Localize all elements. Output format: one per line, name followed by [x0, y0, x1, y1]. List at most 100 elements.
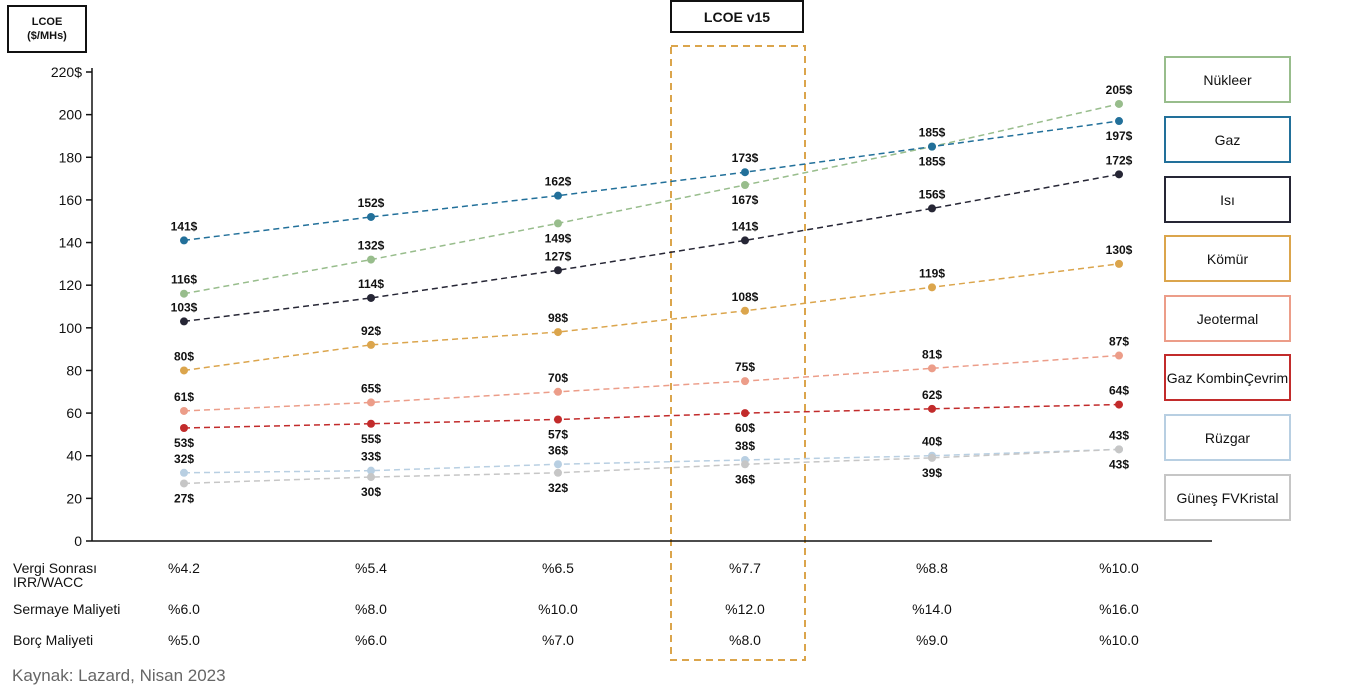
- data-label: 75$: [735, 360, 755, 374]
- row-value: %16.0: [1099, 601, 1139, 617]
- data-point: [928, 142, 936, 151]
- data-point: [180, 468, 188, 477]
- data-label: 108$: [732, 290, 759, 304]
- row-value: %5.4: [355, 560, 387, 576]
- y-axis-title: LCOE ($/MHs): [7, 5, 87, 53]
- data-point: [180, 406, 188, 415]
- data-label: 185$: [919, 126, 946, 140]
- data-point: [554, 460, 562, 469]
- data-label: 172$: [1106, 153, 1133, 167]
- data-point: [554, 468, 562, 477]
- row-value: %6.0: [168, 601, 200, 617]
- row-value: %12.0: [725, 601, 765, 617]
- series-line: [183, 263, 1120, 372]
- series-line: [183, 448, 1120, 474]
- data-point: [1115, 445, 1123, 454]
- legend-item: Jeotermal: [1164, 295, 1291, 342]
- data-label: 162$: [545, 175, 572, 189]
- data-label: 80$: [174, 349, 194, 363]
- data-label: 27$: [174, 491, 194, 505]
- row-value: %7.7: [729, 560, 761, 576]
- data-point: [928, 283, 936, 292]
- data-point: [741, 236, 749, 245]
- data-label: 167$: [732, 193, 759, 207]
- data-point: [1115, 351, 1123, 360]
- y-tick-label: 200: [59, 107, 83, 123]
- data-label: 116$: [171, 273, 197, 287]
- series-line: [183, 120, 1120, 242]
- data-label: 130$: [1106, 243, 1133, 257]
- series-line: [183, 448, 1120, 485]
- legend-label: Kristal: [1239, 489, 1279, 506]
- data-label: 36$: [548, 443, 568, 457]
- data-point: [180, 479, 188, 488]
- y-tick-label: 20: [66, 490, 82, 506]
- data-point: [928, 404, 936, 413]
- data-label: 33$: [361, 450, 381, 464]
- row-value: %9.0: [916, 632, 948, 648]
- data-label: 132$: [358, 239, 385, 253]
- row-value: %6.5: [542, 560, 574, 576]
- data-point: [367, 293, 375, 302]
- row-value: %8.8: [916, 560, 948, 576]
- legend-label: Kömür: [1206, 250, 1249, 267]
- data-label: 57$: [548, 427, 568, 441]
- y-tick-label: 140: [59, 235, 83, 251]
- y-tick-label: 220$: [51, 64, 82, 80]
- data-point: [180, 289, 188, 298]
- data-label: 39$: [922, 466, 942, 480]
- data-label: 173$: [732, 151, 759, 165]
- data-point: [367, 466, 375, 475]
- data-point: [367, 398, 375, 407]
- data-label: 53$: [174, 436, 194, 450]
- row-value: %8.0: [729, 632, 761, 648]
- data-point: [1115, 117, 1123, 126]
- legend-item: Kömür: [1164, 235, 1291, 282]
- series-line: [183, 354, 1120, 412]
- row-label: Borç Maliyeti: [13, 633, 93, 647]
- legend-item: Gaz: [1164, 116, 1291, 163]
- legend-label: Gaz Kombin: [1166, 369, 1244, 386]
- y-tick-label: 160: [59, 192, 83, 208]
- data-label: 38$: [735, 439, 755, 453]
- data-point: [1115, 400, 1123, 409]
- data-point: [180, 424, 188, 433]
- data-label: 92$: [361, 324, 381, 338]
- row-value: %10.0: [1099, 560, 1139, 576]
- data-point: [741, 377, 749, 386]
- data-label: 32$: [548, 481, 568, 495]
- data-point: [554, 328, 562, 337]
- y-tick-label: 0: [74, 533, 82, 549]
- row-label-line: Borç Maliyeti: [13, 632, 94, 648]
- row-value: %6.0: [355, 632, 387, 648]
- data-point: [1115, 170, 1123, 179]
- data-label: 197$: [1106, 129, 1133, 143]
- data-point: [367, 212, 375, 221]
- data-label: 30$: [361, 485, 381, 499]
- data-point: [928, 364, 936, 373]
- legend-label: Nükleer: [1203, 71, 1252, 88]
- data-point: [180, 236, 188, 245]
- series-line: [183, 403, 1120, 429]
- legend-label: Çevrim: [1243, 369, 1289, 386]
- data-label: 32$: [174, 452, 194, 466]
- row-value: %4.2: [168, 560, 200, 576]
- data-point: [741, 180, 749, 189]
- row-value: %10.0: [538, 601, 578, 617]
- highlight-label: LCOE v15: [670, 0, 804, 33]
- data-label: 43$: [1109, 428, 1129, 442]
- row-value: %5.0: [168, 632, 200, 648]
- data-label: 185$: [919, 155, 946, 169]
- y-tick-label: 40: [66, 448, 82, 464]
- data-point: [554, 387, 562, 396]
- y-tick-label: 180: [59, 149, 83, 165]
- source-note: Kaynak: Lazard, Nisan 2023: [12, 666, 226, 685]
- row-label: Vergi Sonrası IRR/WACC: [13, 561, 97, 589]
- data-point: [367, 473, 375, 482]
- data-point: [367, 419, 375, 428]
- data-label: 114$: [358, 277, 384, 291]
- y-axis-title-line2: ($/MHs): [27, 30, 67, 42]
- data-label: 81$: [922, 347, 942, 361]
- legend-item: Isı: [1164, 176, 1291, 223]
